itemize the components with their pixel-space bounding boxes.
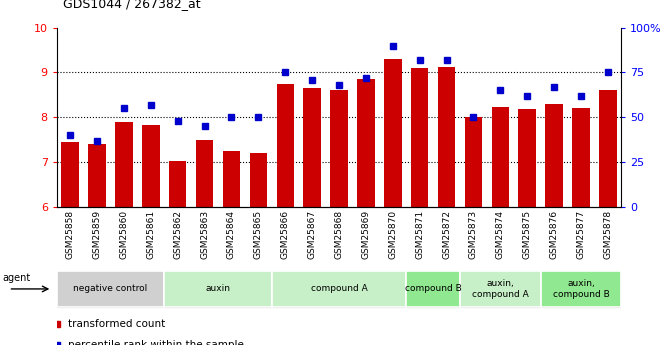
Bar — [518, 109, 536, 207]
Text: GSM25878: GSM25878 — [603, 210, 613, 259]
FancyBboxPatch shape — [460, 271, 540, 307]
Text: GSM25866: GSM25866 — [281, 210, 290, 259]
Text: compound A: compound A — [311, 284, 367, 294]
Text: GSM25872: GSM25872 — [442, 210, 451, 259]
Text: compound B: compound B — [405, 284, 462, 294]
Text: GSM25868: GSM25868 — [335, 210, 343, 259]
Text: percentile rank within the sample: percentile rank within the sample — [68, 340, 244, 345]
Bar — [196, 140, 213, 207]
Text: GSM25873: GSM25873 — [469, 210, 478, 259]
Text: GSM25858: GSM25858 — [65, 210, 75, 259]
Bar — [142, 125, 160, 207]
Text: auxin: auxin — [206, 284, 230, 294]
Bar — [492, 107, 509, 207]
FancyBboxPatch shape — [272, 271, 406, 307]
Text: GSM25860: GSM25860 — [120, 210, 128, 259]
Text: GSM25877: GSM25877 — [576, 210, 585, 259]
Bar — [303, 88, 321, 207]
Text: GDS1044 / 267382_at: GDS1044 / 267382_at — [63, 0, 201, 10]
Bar — [277, 83, 294, 207]
Bar — [545, 104, 562, 207]
Text: GSM25871: GSM25871 — [415, 210, 424, 259]
Text: GSM25862: GSM25862 — [173, 210, 182, 259]
Bar — [438, 67, 456, 207]
Bar — [599, 90, 617, 207]
Text: auxin,
compound A: auxin, compound A — [472, 279, 528, 299]
Text: GSM25863: GSM25863 — [200, 210, 209, 259]
FancyBboxPatch shape — [57, 271, 164, 307]
Bar — [465, 117, 482, 207]
Bar — [330, 90, 348, 207]
Text: auxin,
compound B: auxin, compound B — [552, 279, 609, 299]
Bar — [61, 142, 79, 207]
Bar — [357, 79, 375, 207]
Text: GSM25874: GSM25874 — [496, 210, 505, 259]
Text: GSM25869: GSM25869 — [361, 210, 370, 259]
Text: transformed count: transformed count — [68, 319, 165, 329]
Text: GSM25870: GSM25870 — [388, 210, 397, 259]
Bar — [572, 108, 590, 207]
Text: GSM25867: GSM25867 — [308, 210, 317, 259]
FancyBboxPatch shape — [164, 271, 272, 307]
Text: GSM25876: GSM25876 — [550, 210, 558, 259]
Bar — [250, 153, 267, 207]
Bar — [411, 68, 428, 207]
Bar — [222, 151, 240, 207]
Text: GSM25864: GSM25864 — [227, 210, 236, 259]
Bar — [384, 59, 401, 207]
Bar — [88, 144, 106, 207]
FancyBboxPatch shape — [540, 271, 621, 307]
Text: GSM25875: GSM25875 — [522, 210, 532, 259]
Text: GSM25859: GSM25859 — [93, 210, 102, 259]
Text: GSM25865: GSM25865 — [254, 210, 263, 259]
FancyBboxPatch shape — [406, 271, 460, 307]
Text: negative control: negative control — [73, 284, 148, 294]
Text: agent: agent — [3, 273, 31, 283]
Text: GSM25861: GSM25861 — [146, 210, 156, 259]
Bar — [169, 161, 186, 207]
Bar — [116, 122, 133, 207]
